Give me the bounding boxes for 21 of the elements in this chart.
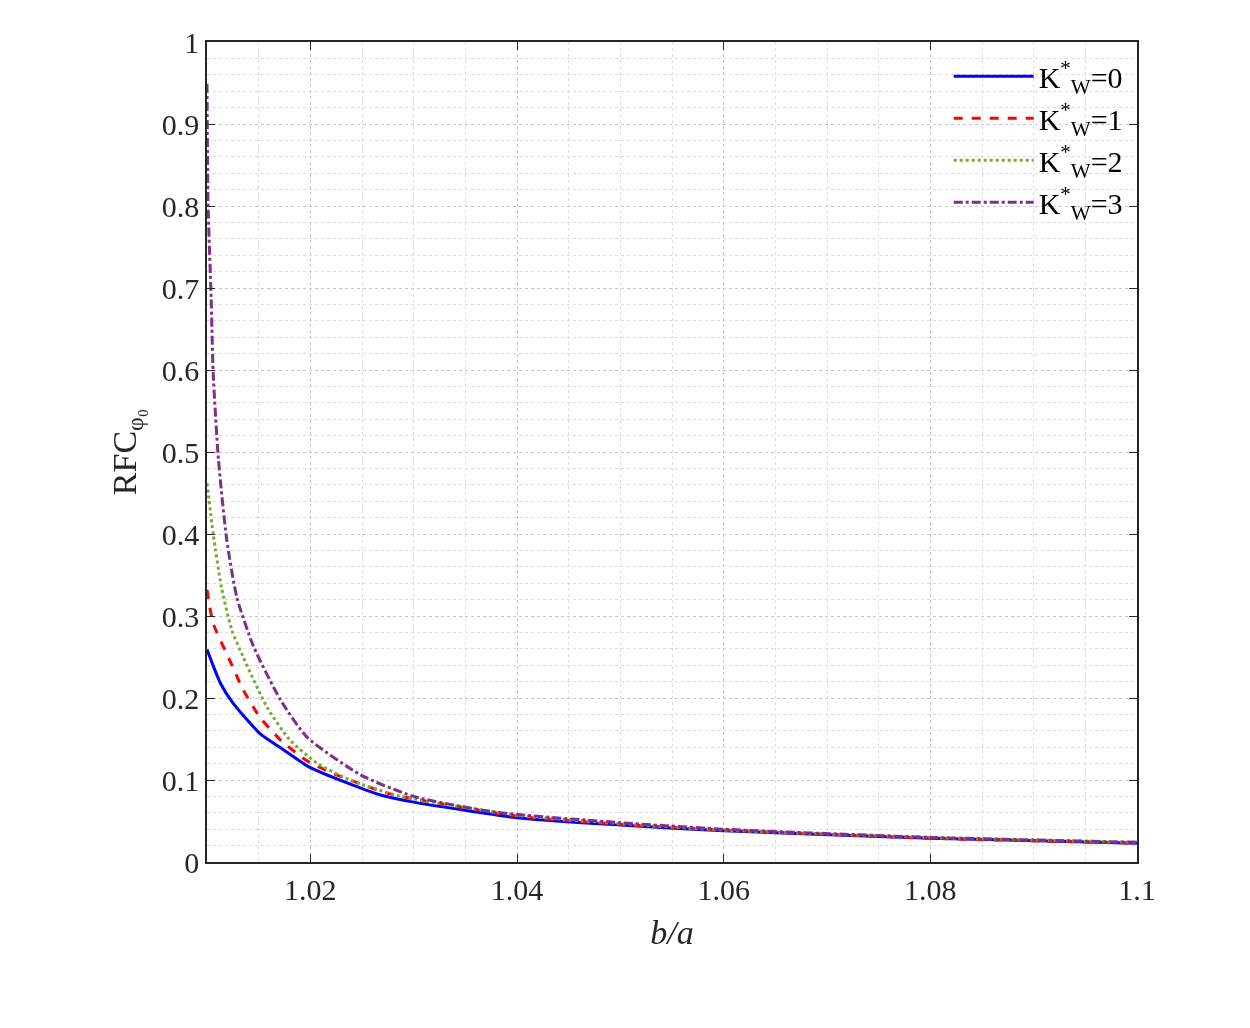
y-tick-label: 0.3 xyxy=(161,599,200,633)
x-tick-label: 1.1 xyxy=(1118,872,1156,906)
legend-label: K$^{*}$$_{W}$=1 xyxy=(1038,98,1123,142)
y-tick-label: 0 xyxy=(184,845,200,879)
y-tick-label: 0.4 xyxy=(161,517,200,551)
y-tick-label: 0.1 xyxy=(161,763,200,797)
y-tick-label: 1 xyxy=(184,25,200,59)
legend-label: K$^{*}$$_{W}$=0 xyxy=(1038,56,1123,100)
x-tick-label: 1.04 xyxy=(490,872,544,906)
y-tick-label: 0.8 xyxy=(161,189,200,223)
x-tick-label: 1.02 xyxy=(284,872,337,906)
y-tick-label: 0.9 xyxy=(161,107,200,141)
y-tick-label: 0.7 xyxy=(161,271,200,305)
y-tick-label: 0.5 xyxy=(161,435,200,469)
y-tick-label: 0.2 xyxy=(161,681,200,715)
y-tick-label: 0.6 xyxy=(161,353,200,387)
x-axis-title: b/a xyxy=(650,913,694,951)
x-tick-label: 1.06 xyxy=(697,872,750,906)
legend-label: K$^{*}$$_{W}$=3 xyxy=(1038,182,1123,226)
legend-label: K$^{*}$$_{W}$=2 xyxy=(1038,140,1123,184)
x-tick-label: 1.08 xyxy=(904,872,957,906)
